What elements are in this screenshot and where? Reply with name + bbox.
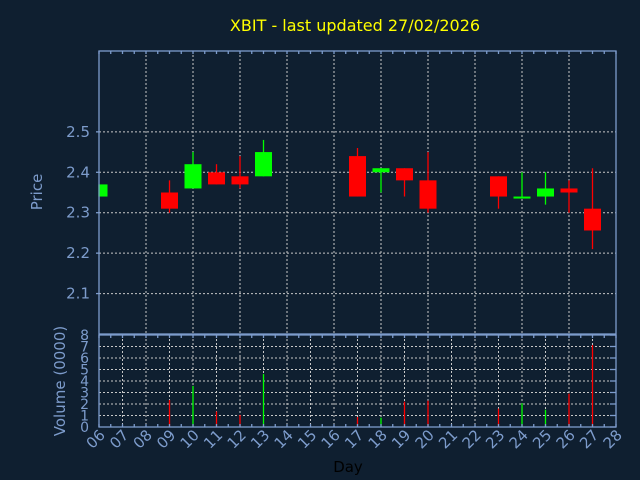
volume-tick-label: 1 <box>80 409 89 425</box>
y-tick-label: 2.2 <box>66 244 90 262</box>
candle-body <box>537 188 554 197</box>
candle-body <box>372 168 390 173</box>
candle-body <box>396 168 413 181</box>
candle-body <box>349 156 366 197</box>
candle-body <box>161 192 178 209</box>
y-tick-label: 2.5 <box>66 123 90 141</box>
y-tick-label: 2.4 <box>66 163 90 181</box>
volume-tick-label: 7 <box>80 340 89 356</box>
volume-tick-label: 3 <box>80 386 89 402</box>
candle-body <box>231 176 249 185</box>
volume-tick-label: 0 <box>80 420 89 436</box>
candle-body <box>513 196 531 199</box>
candle-body <box>584 208 601 231</box>
candle-body <box>490 176 507 197</box>
candle-body <box>419 180 437 209</box>
y-tick-label: 2.3 <box>66 204 90 222</box>
candle-body <box>255 152 272 177</box>
candle-body <box>184 164 202 189</box>
volume-axis-label: Volume (0000) <box>51 326 69 436</box>
candles <box>98 139 601 250</box>
volume-tick-label: 8 <box>80 328 89 344</box>
chart-title: XBIT - last updated 27/02/2026 <box>230 16 480 35</box>
volume-tick-label: 6 <box>80 351 89 367</box>
candle-body <box>560 188 578 193</box>
volume-tick-label: 5 <box>80 363 89 379</box>
x-axis-label: Day <box>333 458 363 476</box>
volume-tick-label: 4 <box>80 374 89 390</box>
candle-body <box>99 184 108 197</box>
candle-body <box>208 172 225 185</box>
y-axis-label: Price <box>28 174 46 211</box>
volume-tick-label: 2 <box>80 397 89 413</box>
y-tick-label: 2.1 <box>66 285 90 303</box>
